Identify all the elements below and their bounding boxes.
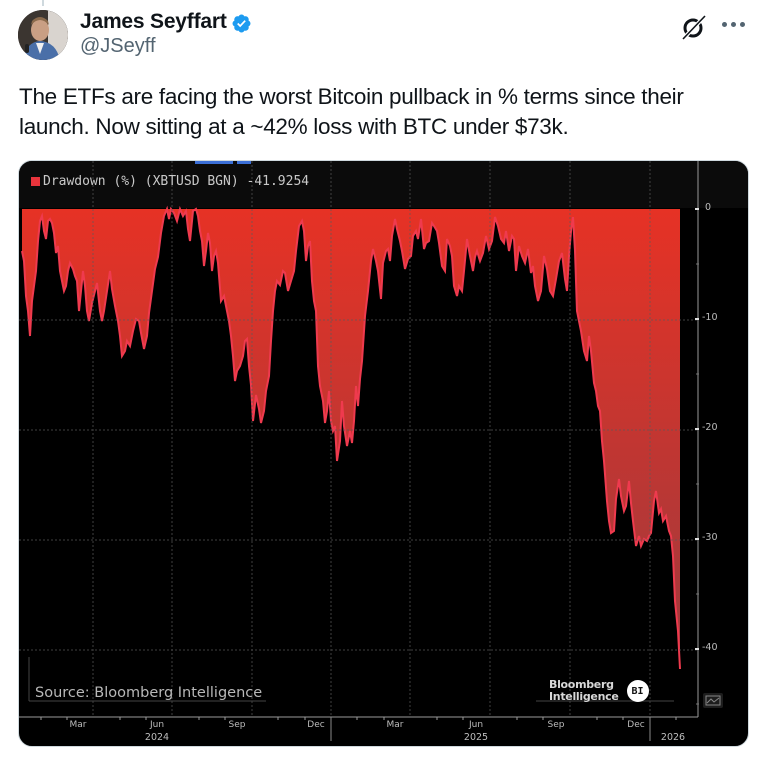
avatar-photo-icon — [18, 10, 68, 60]
x-tick-label: Dec — [627, 720, 645, 730]
chart-type-icon — [703, 693, 723, 708]
chart-legend: Drawdown (%) (XBTUSD BGN) -41.9254 — [31, 174, 309, 189]
y-tick-label: 0 — [705, 202, 712, 213]
tweet-text: The ETFs are facing the worst Bitcoin pu… — [19, 84, 684, 139]
y-tick-label: -30 — [702, 532, 718, 543]
display-name[interactable]: James Seyffart — [80, 10, 227, 33]
bi-badge-icon: BI — [626, 680, 649, 702]
x-tick-label: Mar — [386, 720, 404, 730]
bloomberg-intelligence-logo: Bloomberg Intelligence BI — [549, 679, 649, 703]
x-tick-label: Dec — [307, 720, 325, 730]
avatar[interactable] — [18, 10, 68, 60]
y-tick-label: -10 — [702, 312, 718, 323]
x-tick-label: Sep — [547, 720, 565, 730]
thread-connector-line — [42, 0, 44, 6]
x-tick-label: Jun — [468, 720, 484, 730]
year-label: 2024 — [144, 732, 170, 743]
user-info: James Seyffart @JSeyff — [80, 10, 252, 58]
year-label: 2025 — [463, 732, 489, 743]
legend-swatch-icon — [31, 177, 40, 186]
logo-line2: Intelligence — [549, 690, 619, 703]
grok-icon[interactable] — [679, 12, 709, 42]
verified-badge-icon — [232, 14, 251, 32]
chart-image[interactable]: Drawdown (%) (XBTUSD BGN) -41.9254 0 -10… — [18, 160, 749, 747]
x-tick-label: Sep — [228, 720, 246, 730]
y-tick-label: -20 — [702, 422, 718, 433]
legend-label: Drawdown (%) (XBTUSD BGN) -41.9254 — [43, 174, 310, 189]
y-tick-label: -40 — [702, 642, 718, 653]
more-options-icon[interactable] — [722, 18, 748, 30]
year-label: 2026 — [660, 732, 686, 743]
user-handle[interactable]: @JSeyff — [80, 35, 156, 57]
drawdown-chart — [19, 161, 748, 741]
source-label: Source: Bloomberg Intelligence — [35, 685, 263, 701]
logo-line1: Bloomberg — [549, 678, 614, 691]
x-tick-label: Jun — [149, 720, 165, 730]
x-tick-label: Mar — [69, 720, 87, 730]
